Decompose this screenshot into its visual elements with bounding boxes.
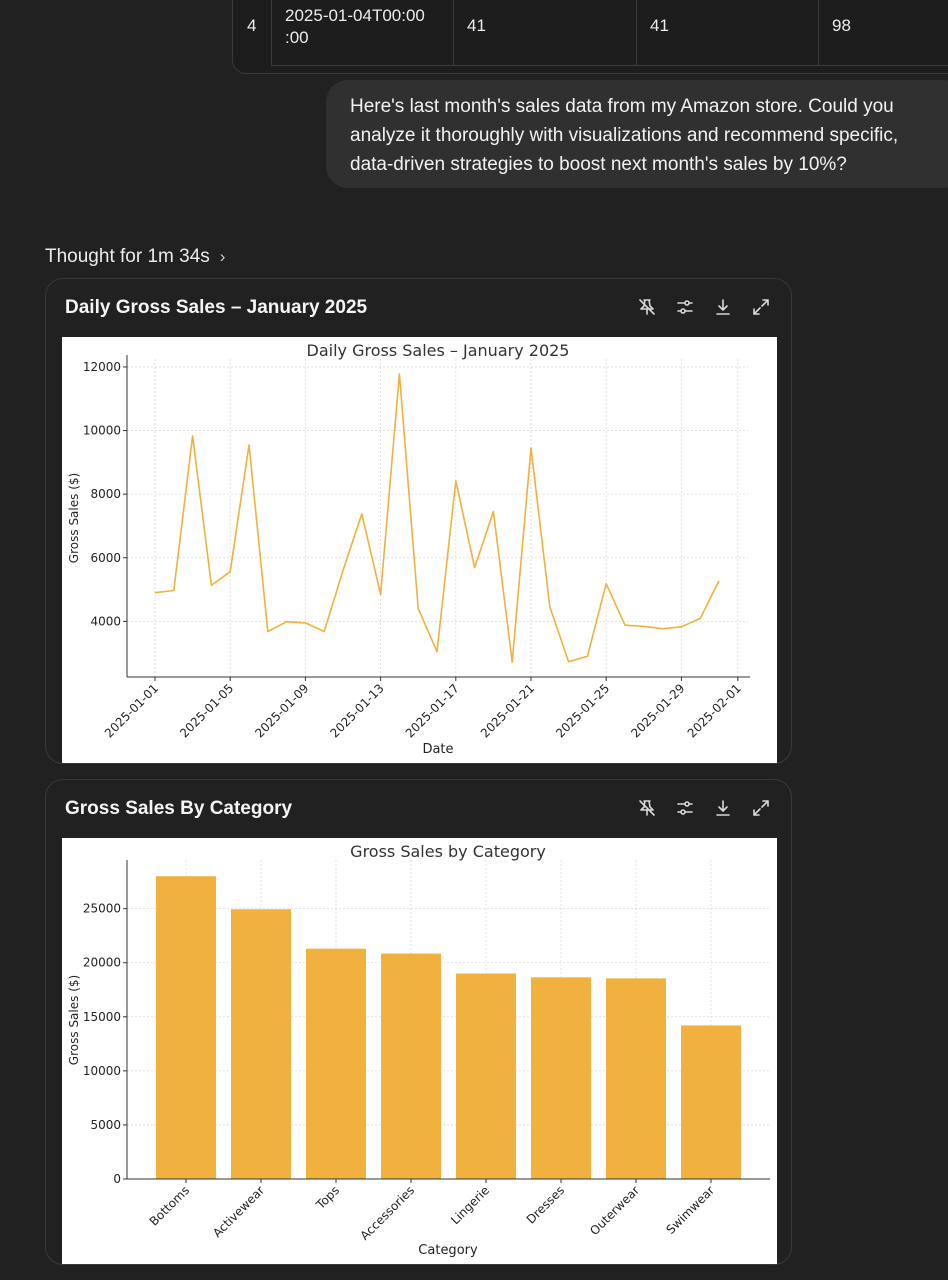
x-tick-label: Activewear: [210, 1183, 267, 1240]
bar: [231, 909, 291, 1179]
expand-icon[interactable]: [751, 297, 771, 317]
table-cell: 41: [650, 16, 669, 35]
y-tick-label: 20000: [83, 956, 121, 970]
table-divider: [453, 0, 454, 65]
line-chart-plot: 4000 6000 8000 10000 12000 2025-01-01 2025-01-…: [62, 337, 777, 763]
y-tick-label: 5000: [90, 1118, 121, 1132]
table-divider: [271, 65, 948, 66]
chart-title: Daily Gross Sales – January 2025: [307, 341, 570, 360]
x-tick-label: 2025-01-17: [403, 681, 462, 740]
chart-card-title: Daily Gross Sales – January 2025: [65, 297, 368, 318]
chart-card-category-sales: Gross Sales By Category 0 5000 10000 15000 2…: [45, 779, 792, 1265]
bar-chart-plot: 0 5000 10000 15000 20000 25000 Bottoms Activewe…: [62, 838, 777, 1264]
table-cell: 98: [832, 16, 851, 35]
pin-off-icon[interactable]: [637, 297, 657, 317]
x-tick-label: Dresses: [524, 1183, 567, 1226]
chart-card-title: Gross Sales By Category: [65, 798, 293, 819]
y-tick-label: 15000: [83, 1010, 121, 1024]
pin-off-icon[interactable]: [637, 798, 657, 818]
x-tick-label: Bottoms: [147, 1183, 192, 1228]
row-index: 4: [247, 16, 257, 35]
user-message-line: data-driven strategies to boost next mon…: [350, 154, 847, 175]
table-divider: [636, 0, 637, 65]
x-axis-label: Date: [422, 742, 453, 757]
x-tick-label: Swimwear: [663, 1183, 717, 1237]
x-tick-label: 2025-01-21: [478, 681, 537, 740]
thought-toggle[interactable]: Thought for 1m 34s ›: [45, 246, 225, 268]
data-table-fragment: 4 2025-01-04T00:00 :00 41 41 98: [232, 0, 948, 74]
date-cell: 2025-01-04T00:00 :00: [285, 5, 425, 49]
y-tick-label: 6000: [90, 551, 121, 565]
x-axis-label: Category: [418, 1243, 478, 1258]
chevron-right-icon: ›: [219, 247, 226, 266]
bar-chart-svg: 0 5000 10000 15000 20000 25000 Bottoms Activewe…: [67, 842, 770, 1258]
y-axis-label: Gross Sales ($): [67, 473, 81, 563]
x-tick-label: Lingerie: [448, 1183, 492, 1227]
y-axis-label: Gross Sales ($): [67, 975, 81, 1065]
chart-card-daily-sales: Daily Gross Sales – January 2025 4000 600…: [45, 278, 792, 764]
bar: [306, 948, 366, 1179]
y-tick-label: 4000: [90, 614, 121, 628]
x-tick-label: 2025-01-13: [328, 681, 387, 740]
table-divider: [271, 0, 272, 65]
user-message-bubble: Here's last month's sales data from my A…: [326, 80, 948, 188]
y-tick-label: 0: [113, 1172, 121, 1186]
chart-toolbar: [637, 798, 771, 818]
bar: [156, 876, 216, 1179]
y-tick-label: 8000: [90, 487, 121, 501]
y-tick-label: 10000: [83, 424, 121, 438]
series-line: [154, 373, 720, 663]
y-tick-label: 25000: [83, 902, 121, 916]
line-chart-svg: 4000 6000 8000 10000 12000 2025-01-01 2025-01-…: [67, 341, 750, 757]
x-tick-label: Outerwear: [587, 1183, 642, 1238]
table-row: 4 2025-01-04T00:00 :00 41 41 98: [233, 0, 948, 65]
download-icon[interactable]: [713, 297, 733, 317]
sliders-icon[interactable]: [675, 798, 695, 818]
x-tick-label: 2025-01-05: [177, 681, 236, 740]
bar: [681, 1025, 741, 1179]
sliders-icon[interactable]: [675, 297, 695, 317]
download-icon[interactable]: [713, 798, 733, 818]
date-cell-line1: 2025-01-04T00:00: [285, 6, 425, 25]
bar: [381, 953, 441, 1179]
x-tick-label: 2025-01-25: [553, 681, 612, 740]
x-tick-label: 2025-01-01: [102, 681, 161, 740]
thought-label: Thought for 1m 34s: [45, 246, 210, 267]
bar: [606, 978, 666, 1179]
user-message-line: analyze it thoroughly with visualization…: [350, 125, 899, 146]
bar: [531, 977, 591, 1179]
bar: [456, 973, 516, 1179]
x-tick-label: 2025-01-09: [252, 681, 311, 740]
chart-title: Gross Sales by Category: [350, 842, 546, 861]
x-tick-label: Tops: [313, 1183, 342, 1212]
y-tick-label: 12000: [83, 360, 121, 374]
x-tick-label: Accessories: [357, 1183, 417, 1243]
user-message-line: Here's last month's sales data from my A…: [350, 96, 894, 117]
y-tick-label: 10000: [83, 1064, 121, 1078]
table-cell: 41: [467, 16, 486, 35]
x-tick-label: 2025-02-01: [685, 681, 744, 740]
table-divider: [818, 0, 819, 65]
x-tick-label: 2025-01-29: [628, 681, 687, 740]
chart-toolbar: [637, 297, 771, 317]
date-cell-line2: :00: [285, 28, 309, 47]
expand-icon[interactable]: [751, 798, 771, 818]
